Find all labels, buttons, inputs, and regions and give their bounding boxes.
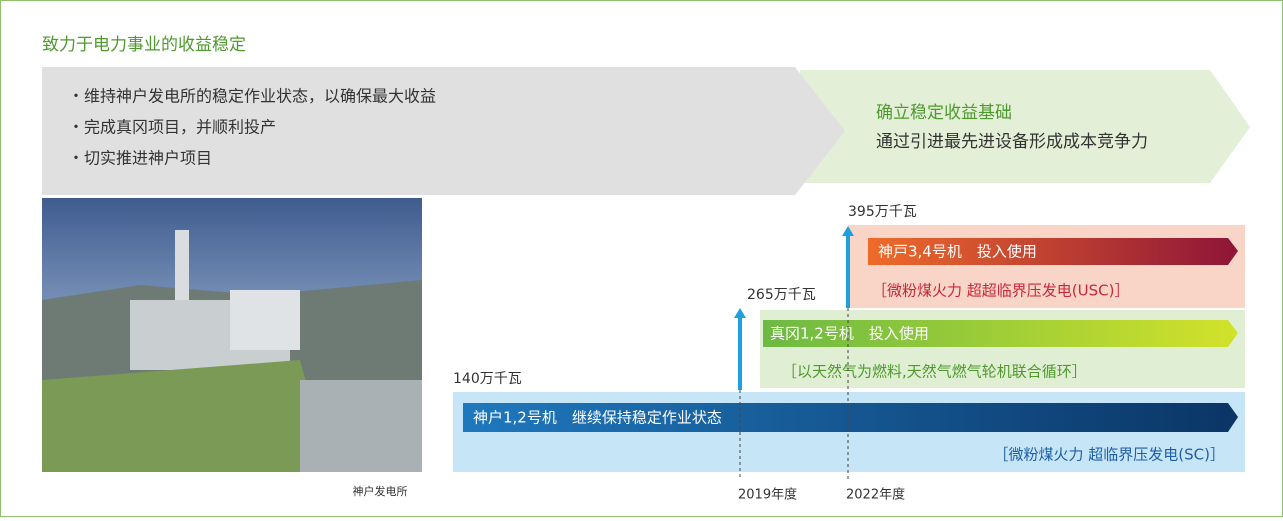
growth-arrow-head [734,308,746,318]
project-detail: ［微粉煤火力 超临界压发电(SC)］ [994,446,1225,464]
goal-text: 通过引进最先进设备形成成本竞争力 [876,132,1148,152]
bullet: ・维持神户发电所的稳定作业状态，以确保最大收益 [68,87,436,106]
goal-arrow [800,70,1250,183]
bullet: ・切实推进神户项目 [68,149,212,168]
title: 致力于电力事业的收益稳定 [42,35,246,55]
project-detail: ［以天然气为燃料,天然气燃气轮机联合循环］ [782,363,1087,381]
project-label: 真冈1,2号机 投入使用 [770,325,929,343]
photo-caption: 神户发电所 [353,484,408,498]
capacity-label: 395万千瓦 [848,204,917,220]
photo [42,198,422,472]
year-label: 2019年度 [738,487,797,503]
diagram: 致力于电力事业的收益稳定 ・维持神户发电所的稳定作业状态，以确保最大收益 ・完成… [0,0,1283,517]
project-detail: ［微粉煤火力 超超临界压发电(USC)］ [872,282,1129,300]
goal-title: 确立稳定收益基础 [876,103,1012,123]
project-label: 神戸3,4号机 投入使用 [878,243,1037,261]
capacity-label: 140万千瓦 [453,371,522,387]
capacity-label: 265万千瓦 [747,287,816,303]
year-label: 2022年度 [846,487,905,503]
project-label: 神户1,2号机 继续保持稳定作业状态 [473,409,722,427]
bullet: ・完成真冈项目，并顺利投产 [68,118,276,137]
